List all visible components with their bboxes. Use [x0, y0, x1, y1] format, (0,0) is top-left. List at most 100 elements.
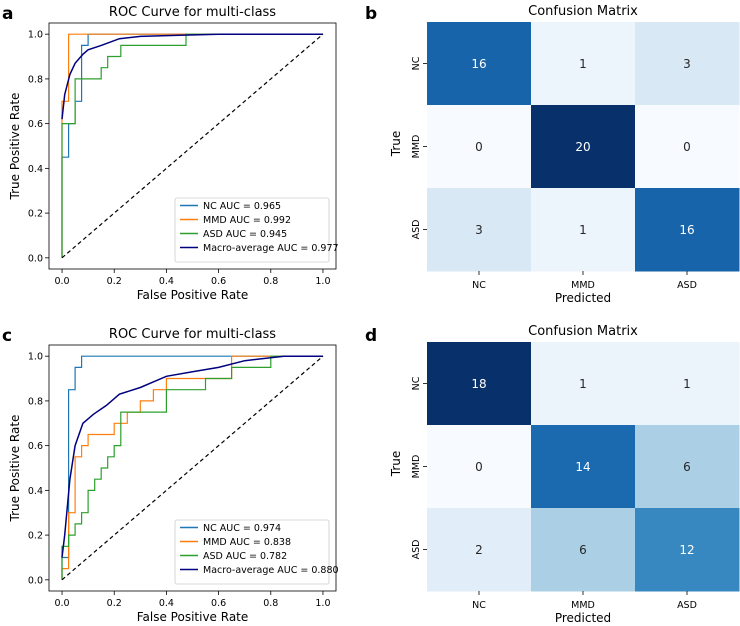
chart-title: ROC Curve for multi-class: [109, 5, 276, 20]
roc-line-macro: [61, 355, 323, 558]
heatmap-cell: [427, 105, 532, 189]
y-category-label: MMD: [411, 455, 422, 479]
cell-value: 2: [475, 543, 483, 557]
cell-value: 1: [579, 377, 587, 391]
cell-value: 0: [683, 140, 691, 154]
chance-diagonal-line: [61, 33, 324, 259]
plot-frame: [48, 22, 337, 270]
y-category-label: ASD: [411, 540, 422, 560]
cell-value: 3: [683, 57, 691, 71]
y-category-label: NC: [411, 376, 422, 390]
x-tick-label: 0.4: [159, 598, 174, 609]
y-tick-label: 0.4: [28, 486, 43, 497]
legend-label-asd: ASD AUC = 0.782: [203, 551, 287, 562]
x-category-label: ASD: [677, 600, 697, 611]
cell-value: 1: [683, 377, 691, 391]
y-axis-label: True: [389, 451, 403, 478]
x-category-label: NC: [472, 600, 486, 611]
y-axis-label: True Positive Rate: [8, 415, 22, 523]
x-category-label: MMD: [571, 600, 595, 611]
roc-chart-a: ROC Curve for multi-class 0.0 0.2 0.4 0.6 0.8…: [8, 5, 339, 302]
cell-value: 16: [471, 57, 486, 71]
heatmap-cell: [531, 425, 636, 509]
legend: NC AUC = 0.965 MMD AUC = 0.992 ASD AUC = 0…: [174, 197, 339, 263]
x-tick-label: 0.8: [263, 598, 278, 609]
heatmap-cell: [531, 188, 636, 272]
y-category-label: ASD: [411, 220, 422, 240]
cell-value: 1: [579, 223, 587, 237]
panel-letter-b: b: [365, 4, 377, 24]
y-tick-label: 0.0: [28, 575, 43, 586]
y-tick-label: 1.0: [28, 352, 43, 363]
x-tick-label: 0.0: [54, 276, 69, 287]
confusion-matrix-d: Confusion Matrix 18 1 1 0 14 6 2 6 12 NC NC MMD MMD AS…: [389, 324, 740, 625]
heatmap-cell: [531, 22, 636, 106]
heatmap-cell: [427, 22, 532, 106]
heatmap-cell: [427, 342, 532, 426]
x-axis-label: Predicted: [555, 611, 611, 625]
heatmap-cell: [635, 425, 740, 509]
roc-line-macro: [61, 33, 323, 120]
x-tick-label: 1.0: [315, 276, 330, 287]
y-tick-label: 0.4: [28, 164, 43, 175]
plot-frame: [48, 344, 337, 592]
cell-value: 0: [475, 140, 483, 154]
confusion-matrix-b: Confusion Matrix 16 1 3 0 20 0 3 1 16 NC NC MMD MMD AS…: [389, 4, 740, 305]
y-axis-label: True Positive Rate: [8, 93, 22, 201]
roc-line-asd: [61, 355, 323, 580]
heatmap-cell: [531, 508, 636, 592]
legend-label-nc: NC AUC = 0.965: [203, 201, 281, 212]
cell-value: 18: [471, 377, 486, 391]
y-tick-label: 0.8: [28, 396, 43, 407]
cell-value: 6: [579, 543, 587, 557]
panel-letter-a: a: [2, 4, 13, 24]
x-tick-label: 0.2: [107, 276, 122, 287]
x-axis-label: False Positive Rate: [137, 288, 249, 302]
legend-label-mmd: MMD AUC = 0.838: [203, 537, 291, 548]
chart-title: ROC Curve for multi-class: [109, 327, 276, 342]
heatmap-cell: [427, 425, 532, 509]
y-category-label: NC: [411, 56, 422, 70]
y-axis-label: True: [389, 131, 403, 158]
y-tick-label: 0.0: [28, 253, 43, 264]
y-tick-label: 0.2: [28, 531, 43, 542]
heatmap-cell: [635, 22, 740, 106]
y-tick-label: 0.6: [28, 441, 43, 452]
heatmap-cell: [427, 508, 532, 592]
legend-label-macro: Macro-average AUC = 0.977: [203, 243, 339, 254]
x-tick-label: 0.6: [211, 276, 226, 287]
cell-value: 3: [475, 223, 483, 237]
y-tick-label: 0.8: [28, 74, 43, 85]
legend-box: [174, 519, 330, 585]
cell-value: 1: [579, 57, 587, 71]
x-axis-label: False Positive Rate: [137, 610, 249, 624]
chart-title: Confusion Matrix: [528, 324, 638, 339]
cell-value: 20: [575, 140, 590, 154]
roc-chart-c: ROC Curve for multi-class 0.0 0.2 0.4 0.6 0.8…: [8, 327, 339, 624]
x-axis-label: Predicted: [555, 291, 611, 305]
cell-value: 0: [475, 460, 483, 474]
heatmap-cell: [635, 188, 740, 272]
roc-line-asd: [61, 33, 323, 258]
roc-line-nc: [61, 355, 323, 580]
y-tick-label: 0.2: [28, 209, 43, 220]
x-tick-label: 0.8: [263, 276, 278, 287]
heatmap-cell: [635, 342, 740, 426]
x-category-label: ASD: [677, 280, 697, 291]
legend: NC AUC = 0.974 MMD AUC = 0.838 ASD AUC = 0…: [174, 519, 339, 585]
legend-label-asd: ASD AUC = 0.945: [203, 229, 287, 240]
heatmap-cell: [635, 508, 740, 592]
panel-letter-c: c: [2, 326, 12, 346]
heatmap-cell: [427, 188, 532, 272]
legend-label-nc: NC AUC = 0.974: [203, 523, 281, 534]
x-tick-label: 1.0: [315, 598, 330, 609]
heatmap-cell: [531, 105, 636, 189]
legend-label-mmd: MMD AUC = 0.992: [203, 215, 291, 226]
heatmap-cell: [635, 105, 740, 189]
roc-line-mmd: [61, 355, 323, 580]
x-category-label: MMD: [571, 280, 595, 291]
legend-label-macro: Macro-average AUC = 0.880: [203, 565, 339, 576]
chart-title: Confusion Matrix: [528, 4, 638, 19]
y-tick-label: 0.6: [28, 119, 43, 130]
